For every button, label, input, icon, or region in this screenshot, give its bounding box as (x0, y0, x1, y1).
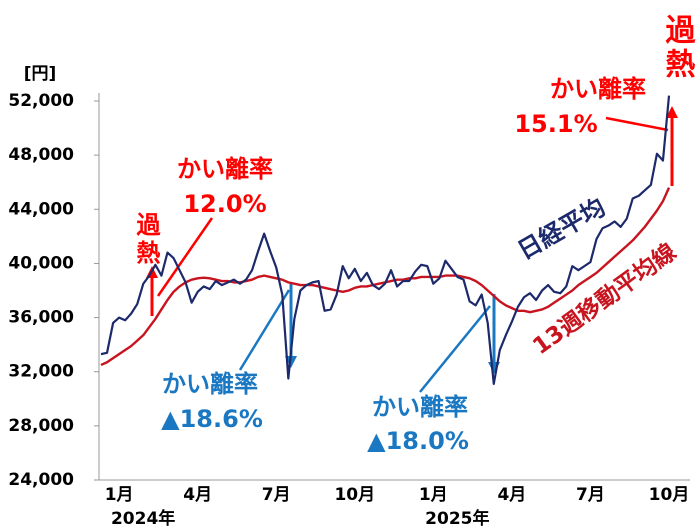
y-tick-label: 48,000 (8, 145, 74, 165)
annotation: ▲18.0% (367, 427, 469, 455)
y-tick-label: 36,000 (8, 308, 74, 328)
leader (419, 305, 491, 393)
x-year-label: 2024年 (111, 508, 175, 529)
legend-label: 13週移動平均線 (528, 238, 681, 360)
annotation: ▲18.6% (161, 405, 263, 433)
x-year-label: 2025年 (425, 508, 489, 529)
x-tick-label: 1月 (419, 485, 448, 505)
y-tick-label: 40,000 (8, 253, 74, 273)
leader (238, 289, 291, 371)
annotation: かい離率 (372, 393, 468, 421)
callouts (146, 106, 678, 393)
legend-label: 日経平均 (513, 193, 610, 265)
annotation: かい離率 (550, 75, 646, 103)
unit-label: [円] (24, 64, 57, 84)
x-tick-label: 1月 (105, 485, 134, 505)
x-tick-label: 7月 (576, 485, 605, 505)
leader (156, 217, 214, 297)
annotation: 過熱 (660, 14, 696, 82)
leader (605, 116, 669, 132)
annotation: 過熱 (132, 212, 160, 268)
annotation: かい離率 (162, 370, 258, 398)
annotation: 12.0% (183, 190, 266, 218)
x-tick-label: 4月 (497, 485, 526, 505)
annotation: かい離率 (177, 155, 273, 183)
x-tick-label: 4月 (183, 485, 212, 505)
annotation: 15.1% (514, 110, 597, 138)
series-line (100, 95, 671, 385)
x-tick-label: 7月 (262, 485, 291, 505)
y-tick-label: 44,000 (8, 199, 74, 219)
y-tick-label: 28,000 (8, 416, 74, 436)
x-tick-label: 10月 (649, 485, 690, 505)
y-tick-label: 32,000 (8, 362, 74, 382)
x-tick-label: 10月 (334, 485, 375, 505)
y-tick-label: 52,000 (8, 91, 74, 111)
y-tick-label: 24,000 (8, 470, 74, 490)
